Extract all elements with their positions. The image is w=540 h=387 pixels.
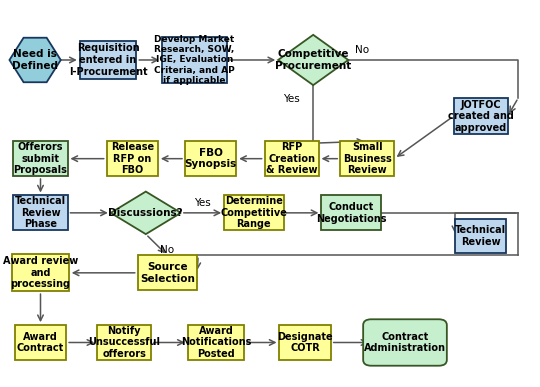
- FancyBboxPatch shape: [14, 141, 68, 176]
- Text: Source
Selection: Source Selection: [140, 262, 195, 284]
- Text: Designate
COTR: Designate COTR: [277, 332, 333, 353]
- FancyBboxPatch shape: [224, 195, 284, 230]
- FancyBboxPatch shape: [162, 37, 227, 83]
- Text: Offerors
submit
Proposals: Offerors submit Proposals: [14, 142, 68, 175]
- FancyBboxPatch shape: [14, 195, 68, 230]
- FancyBboxPatch shape: [97, 325, 151, 360]
- Polygon shape: [111, 192, 181, 234]
- FancyBboxPatch shape: [15, 325, 66, 360]
- Text: Technical
Review: Technical Review: [455, 225, 506, 247]
- Text: No: No: [160, 245, 174, 255]
- Text: Award
Notifications
Posted: Award Notifications Posted: [181, 326, 251, 359]
- Text: Conduct
Negotiations: Conduct Negotiations: [316, 202, 386, 224]
- FancyBboxPatch shape: [185, 141, 237, 176]
- Text: Award review
and
processing: Award review and processing: [3, 256, 78, 289]
- Text: Small
Business
Review: Small Business Review: [343, 142, 391, 175]
- FancyBboxPatch shape: [280, 325, 330, 360]
- Text: Develop Market
Research, SOW,
IGE, Evaluation
Criteria, and AP
if applicable: Develop Market Research, SOW, IGE, Evalu…: [154, 35, 235, 85]
- FancyBboxPatch shape: [340, 141, 394, 176]
- Text: No: No: [355, 45, 369, 55]
- FancyBboxPatch shape: [321, 195, 381, 230]
- Polygon shape: [10, 38, 60, 82]
- FancyBboxPatch shape: [80, 41, 136, 79]
- Text: Competitive
Procurement: Competitive Procurement: [275, 49, 352, 71]
- FancyBboxPatch shape: [12, 255, 69, 291]
- Text: Notify
Unsuccessful
offerors: Notify Unsuccessful offerors: [88, 326, 160, 359]
- Text: Release
RFP on
FBO: Release RFP on FBO: [111, 142, 154, 175]
- Text: Yes: Yes: [194, 198, 211, 208]
- FancyBboxPatch shape: [107, 141, 158, 176]
- Text: Contract
Administration: Contract Administration: [364, 332, 446, 353]
- FancyBboxPatch shape: [265, 141, 319, 176]
- Text: Technical
Review
Phase: Technical Review Phase: [15, 196, 66, 229]
- FancyBboxPatch shape: [138, 255, 197, 290]
- Text: RFP
Creation
& Review: RFP Creation & Review: [266, 142, 318, 175]
- Text: Discussions?: Discussions?: [109, 208, 183, 218]
- FancyBboxPatch shape: [363, 319, 447, 366]
- FancyBboxPatch shape: [455, 219, 507, 253]
- Text: Requisition
entered in
I-Procurement: Requisition entered in I-Procurement: [69, 43, 147, 77]
- Text: Award
Contract: Award Contract: [17, 332, 64, 353]
- Polygon shape: [278, 35, 348, 85]
- Text: Yes: Yes: [283, 94, 300, 104]
- FancyBboxPatch shape: [188, 325, 244, 360]
- Text: FBO
Synopsis: FBO Synopsis: [185, 148, 237, 170]
- FancyBboxPatch shape: [454, 98, 508, 135]
- Text: Determine
Competitive
Range: Determine Competitive Range: [220, 196, 287, 229]
- Text: Need is
Defined: Need is Defined: [12, 49, 58, 71]
- Text: JOTFOC
created and
approved: JOTFOC created and approved: [448, 99, 514, 133]
